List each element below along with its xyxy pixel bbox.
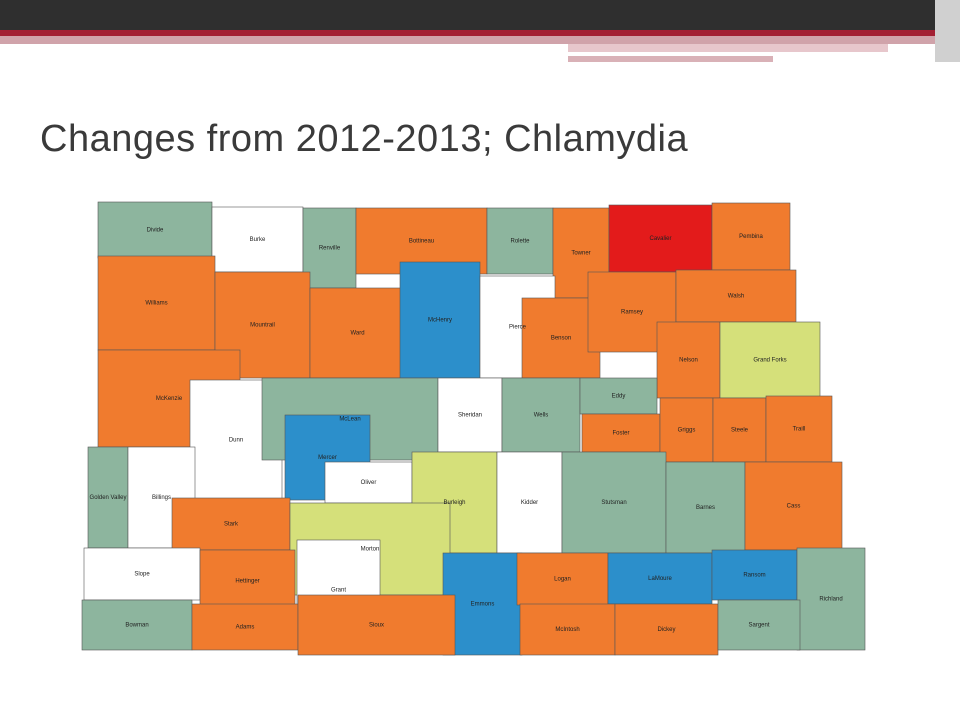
county bbox=[581, 413, 661, 453]
county-label: Cavalier bbox=[649, 236, 671, 242]
map: Divide Burke Renville Bottineau Rolette Towne… bbox=[81, 201, 866, 656]
county-label: Hettinger bbox=[235, 579, 259, 585]
county-label: Dunn bbox=[229, 438, 243, 444]
county bbox=[656, 321, 721, 399]
county-label: Sioux bbox=[369, 623, 384, 629]
slide-title: Changes from 2012-2013; Chlamydia bbox=[40, 118, 689, 160]
county bbox=[97, 201, 213, 259]
county bbox=[211, 206, 304, 273]
county-label: Wells bbox=[534, 413, 549, 419]
county-label: Bowman bbox=[125, 623, 148, 629]
header-accent-tail bbox=[568, 56, 773, 62]
county-label: McKenzie bbox=[156, 396, 183, 402]
county-label: Ward bbox=[350, 331, 364, 337]
county-label: Griggs bbox=[678, 428, 696, 434]
county-label: Grant bbox=[331, 588, 346, 594]
county-label: Adams bbox=[236, 625, 255, 631]
county-label: Golden Valley bbox=[90, 495, 127, 501]
county bbox=[521, 297, 601, 379]
county bbox=[81, 599, 193, 651]
county-label: Towner bbox=[571, 251, 590, 257]
county-label: Benson bbox=[551, 336, 571, 342]
county bbox=[486, 207, 554, 275]
header-corner bbox=[935, 0, 960, 62]
county-label: Grand Forks bbox=[753, 358, 786, 364]
county bbox=[519, 603, 616, 656]
county-label: Stutsman bbox=[601, 500, 626, 506]
county bbox=[744, 461, 843, 551]
county-label: McIntosh bbox=[555, 627, 579, 633]
county bbox=[501, 377, 581, 453]
county-label: Divide bbox=[147, 228, 164, 234]
header-accent bbox=[0, 30, 935, 36]
county-label: Traill bbox=[793, 427, 806, 433]
county bbox=[437, 377, 503, 453]
county-label: Pierce bbox=[509, 325, 527, 331]
county bbox=[607, 552, 713, 605]
county-label: Stark bbox=[224, 522, 239, 528]
county-label: Sheridan bbox=[458, 413, 482, 419]
county-label: Mountrail bbox=[250, 323, 275, 329]
header-accent-tail bbox=[568, 44, 888, 52]
county-label: Logan bbox=[554, 577, 571, 583]
county-label: Walsh bbox=[728, 294, 744, 300]
county-label: Barnes bbox=[696, 505, 715, 511]
county bbox=[297, 594, 456, 656]
county bbox=[191, 603, 299, 651]
county bbox=[711, 202, 791, 271]
county-label: Steele bbox=[731, 428, 749, 434]
county-label: Slope bbox=[134, 572, 150, 578]
county-label: Burke bbox=[250, 237, 266, 243]
county bbox=[712, 397, 767, 463]
county bbox=[675, 269, 797, 323]
county-label: McLean bbox=[339, 417, 360, 423]
county-label: Williams bbox=[145, 301, 167, 307]
county-label: Pembina bbox=[739, 234, 763, 240]
county-label: Richland bbox=[819, 597, 842, 603]
county-label: Emmons bbox=[471, 602, 495, 608]
county-label: Burleigh bbox=[443, 500, 465, 506]
county bbox=[83, 547, 201, 601]
county-label: LaMoure bbox=[648, 576, 672, 582]
county-label: Dickey bbox=[657, 627, 675, 633]
county bbox=[171, 497, 291, 551]
county-label: Bottineau bbox=[409, 239, 434, 245]
county-label: Ransom bbox=[743, 573, 765, 579]
county bbox=[579, 377, 658, 415]
county-label: Renville bbox=[319, 246, 341, 252]
county-label: Sargent bbox=[748, 623, 769, 629]
county-label: Nelson bbox=[679, 358, 698, 364]
county bbox=[719, 321, 821, 399]
county bbox=[796, 547, 866, 651]
county-label: McHenry bbox=[428, 318, 452, 324]
county bbox=[765, 395, 833, 463]
county bbox=[399, 261, 481, 379]
county bbox=[665, 461, 746, 554]
county-label: Morton bbox=[361, 547, 380, 553]
county bbox=[302, 207, 357, 289]
county-label: Cass bbox=[787, 504, 801, 510]
county-label: Kidder bbox=[521, 500, 538, 506]
county-label: Ramsey bbox=[621, 310, 643, 316]
county-label: Eddy bbox=[612, 394, 626, 400]
county-label: Oliver bbox=[361, 480, 377, 486]
county-label: Foster bbox=[612, 431, 629, 437]
county bbox=[717, 599, 801, 651]
county-label: Rolette bbox=[510, 239, 530, 245]
county bbox=[711, 549, 798, 601]
county-label: Billings bbox=[152, 495, 171, 501]
county bbox=[87, 446, 129, 549]
header-accent-light bbox=[0, 36, 935, 44]
county-label: Mercer bbox=[318, 455, 337, 461]
county bbox=[442, 552, 523, 656]
header-bar bbox=[0, 0, 935, 30]
